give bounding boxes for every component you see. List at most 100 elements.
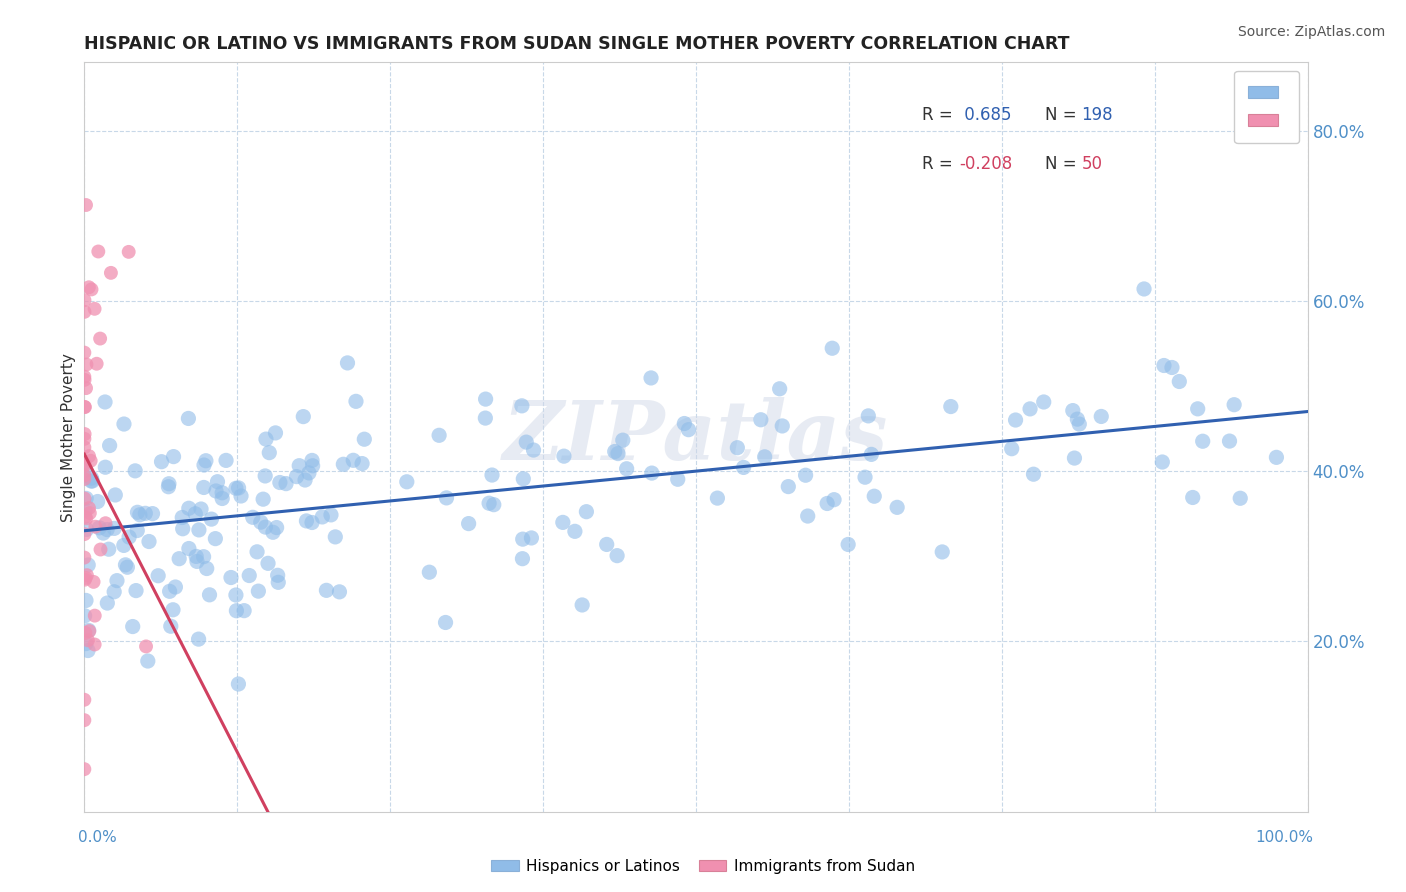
Point [73, 293, 96, 308]
Point [125, 583, 148, 598]
Legend: Hispanics or Latinos, Immigrants from Sudan: Hispanics or Latinos, Immigrants from Su… [485, 853, 921, 880]
Point [269, 475, 291, 490]
Point [172, 522, 194, 536]
Text: 0.685: 0.685 [959, 106, 1011, 124]
Point [211, 485, 233, 500]
Point [1152, 455, 1174, 469]
Point [457, 516, 479, 531]
Point [641, 466, 664, 480]
Point [77, 449, 100, 463]
Point [478, 496, 501, 510]
Point [733, 460, 755, 475]
Point [522, 443, 544, 458]
Point [342, 453, 364, 467]
Point [80, 471, 103, 485]
Point [301, 516, 323, 530]
Point [157, 476, 180, 491]
Point [427, 428, 450, 442]
Point [94, 460, 117, 475]
Point [1153, 359, 1175, 373]
Point [83, 574, 105, 589]
Point [75, 358, 97, 372]
Point [254, 469, 277, 483]
Point [76, 568, 98, 582]
Point [198, 588, 221, 602]
Point [853, 470, 876, 484]
Point [259, 445, 281, 459]
Point [596, 537, 619, 551]
Point [666, 472, 689, 486]
Point [75, 637, 97, 651]
Point [352, 457, 374, 471]
Point [177, 501, 200, 516]
Text: HISPANIC OR LATINO VS IMMIGRANTS FROM SUDAN SINGLE MOTHER POVERTY CORRELATION CH: HISPANIC OR LATINO VS IMMIGRANTS FROM SU… [84, 35, 1070, 53]
Point [1191, 434, 1213, 449]
Point [512, 551, 534, 566]
Point [551, 516, 574, 530]
Point [73, 573, 96, 587]
Point [190, 502, 212, 516]
Point [520, 531, 543, 545]
Point [332, 458, 354, 472]
Legend: , : , [1234, 70, 1299, 144]
Point [187, 523, 209, 537]
Point [294, 473, 316, 487]
Point [73, 432, 96, 446]
Point [77, 643, 100, 657]
Point [112, 417, 135, 431]
Point [77, 624, 100, 638]
Text: N =: N = [1045, 106, 1081, 124]
Point [225, 481, 247, 495]
Point [603, 444, 626, 458]
Point [344, 394, 367, 409]
Point [172, 510, 194, 524]
Point [474, 411, 496, 425]
Point [94, 395, 117, 409]
Point [77, 280, 100, 294]
Point [194, 454, 217, 468]
Point [186, 554, 208, 568]
Point [195, 561, 218, 575]
Point [323, 530, 346, 544]
Point [73, 608, 96, 623]
Point [257, 557, 280, 571]
Point [103, 521, 125, 535]
Point [436, 491, 458, 505]
Point [162, 450, 184, 464]
Point [86, 494, 108, 508]
Point [91, 526, 114, 541]
Point [136, 654, 159, 668]
Point [204, 532, 226, 546]
Point [75, 571, 97, 585]
Point [725, 441, 748, 455]
Point [146, 568, 169, 582]
Point [860, 447, 883, 461]
Point [395, 475, 418, 489]
Point [673, 417, 696, 431]
Point [264, 425, 287, 440]
Point [301, 453, 323, 467]
Point [84, 519, 107, 533]
Text: ZIPatlas: ZIPatlas [503, 397, 889, 477]
Point [1229, 491, 1251, 506]
Point [1066, 412, 1088, 426]
Point [1004, 413, 1026, 427]
Point [640, 371, 662, 385]
Point [252, 492, 274, 507]
Point [706, 491, 728, 505]
Y-axis label: Single Mother Poverty: Single Mother Poverty [60, 352, 76, 522]
Point [1022, 467, 1045, 482]
Point [75, 511, 97, 525]
Point [73, 463, 96, 477]
Point [96, 596, 118, 610]
Point [1133, 282, 1156, 296]
Point [886, 500, 908, 515]
Point [73, 468, 96, 483]
Point [77, 501, 100, 516]
Point [94, 516, 117, 531]
Text: 198: 198 [1081, 106, 1114, 124]
Point [83, 638, 105, 652]
Point [89, 542, 111, 557]
Point [474, 392, 496, 406]
Point [96, 523, 118, 537]
